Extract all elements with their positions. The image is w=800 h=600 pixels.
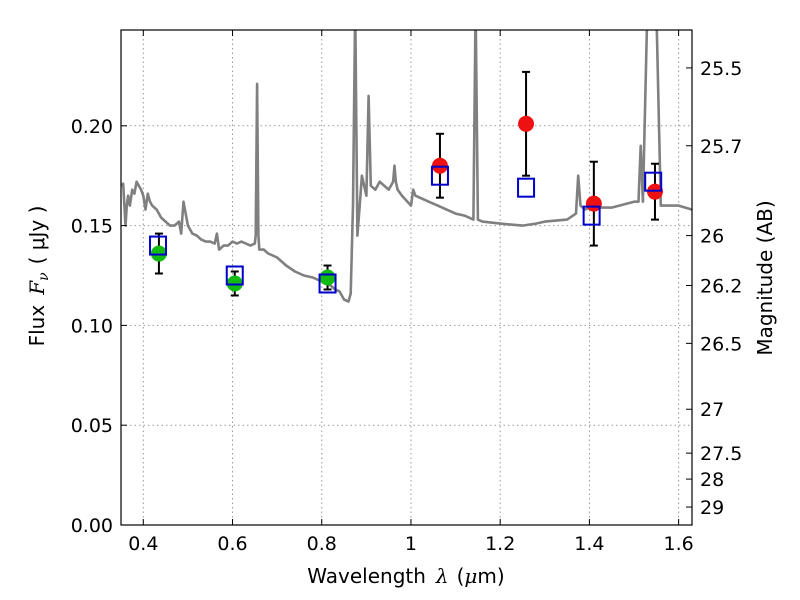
x-axis-label: Wavelength λ (μm) <box>307 564 504 588</box>
y2-tick-label: 27.5 <box>700 443 742 465</box>
model-flux-marker <box>149 235 168 256</box>
optical-data-point <box>319 269 336 286</box>
axes: 0.4 0.6 0.8 1 1.2 1.4 1.6 0.00 0.05 0.10 0.15 0.20 2… <box>71 29 742 555</box>
plot-frame <box>120 29 693 526</box>
y2-tick-label: 29 <box>700 497 724 519</box>
y2-tick-label: 26.2 <box>700 275 742 297</box>
y-tick-label: 0.05 <box>71 415 113 437</box>
y-tick-label: 0.00 <box>71 515 113 537</box>
x-tick-label: 1.6 <box>664 533 694 555</box>
y-tick-label: 0.10 <box>71 315 113 337</box>
model-flux-marker <box>517 177 536 198</box>
optical-data-point <box>150 245 167 262</box>
grid <box>121 30 692 526</box>
x-tick-label: 0.8 <box>307 533 337 555</box>
model-flux-marker <box>430 165 449 186</box>
x-tick-label: 0.4 <box>128 533 158 555</box>
model-flux-marker <box>644 171 663 192</box>
y2-tick-label: 28 <box>700 469 724 491</box>
optical-data-point <box>226 275 243 292</box>
y-axis-label: FluxFν( μJy ) <box>25 206 52 347</box>
model-spectrum <box>121 30 692 303</box>
y2-tick-label: 26 <box>700 226 724 248</box>
y-tick-label: 0.20 <box>71 116 113 138</box>
model-spectrum-line <box>121 30 692 303</box>
x-tick-label: 1.4 <box>574 533 604 555</box>
x-tick-label: 1 <box>405 533 417 555</box>
y-tick-label: 0.15 <box>71 216 113 238</box>
y2-axis-label: Magnitude (AB) <box>753 200 777 355</box>
x-tick-label: 0.6 <box>217 533 247 555</box>
y2-tick-label: 25.5 <box>700 58 742 80</box>
model-flux-marker <box>582 205 601 226</box>
model-flux-marker <box>225 265 244 286</box>
y2-tick-label: 25.7 <box>700 136 742 158</box>
y2-tick-label: 26.5 <box>700 333 742 355</box>
model-flux-marker <box>318 273 337 294</box>
y2-tick-label: 27 <box>700 399 724 421</box>
x-tick-label: 1.2 <box>485 533 515 555</box>
nir-data-point <box>518 115 535 132</box>
data-points <box>149 70 663 297</box>
